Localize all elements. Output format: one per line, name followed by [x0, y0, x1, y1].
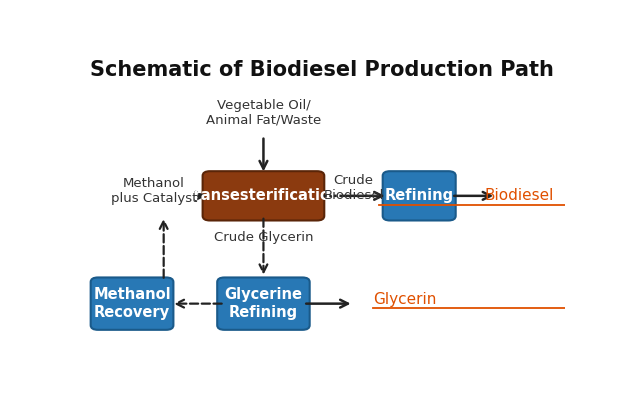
- Text: Biodiesel: Biodiesel: [484, 188, 554, 203]
- Text: Methanol
plus Catalyst: Methanol plus Catalyst: [111, 177, 197, 205]
- Text: Transesterification: Transesterification: [186, 188, 341, 203]
- FancyBboxPatch shape: [382, 171, 456, 220]
- Text: Crude Glycerin: Crude Glycerin: [214, 231, 313, 244]
- Text: Glycerine
Refining: Glycerine Refining: [224, 288, 303, 320]
- Text: Schematic of Biodiesel Production Path: Schematic of Biodiesel Production Path: [90, 60, 554, 80]
- Text: Crude
Biodiesel: Crude Biodiesel: [323, 174, 384, 202]
- Text: Glycerin: Glycerin: [373, 292, 436, 306]
- FancyBboxPatch shape: [203, 171, 324, 220]
- Text: Refining: Refining: [384, 188, 454, 203]
- Text: Vegetable Oil/
Animal Fat/Waste: Vegetable Oil/ Animal Fat/Waste: [206, 99, 321, 127]
- FancyBboxPatch shape: [90, 278, 173, 330]
- Text: Methanol
Recovery: Methanol Recovery: [93, 288, 171, 320]
- FancyBboxPatch shape: [217, 278, 310, 330]
